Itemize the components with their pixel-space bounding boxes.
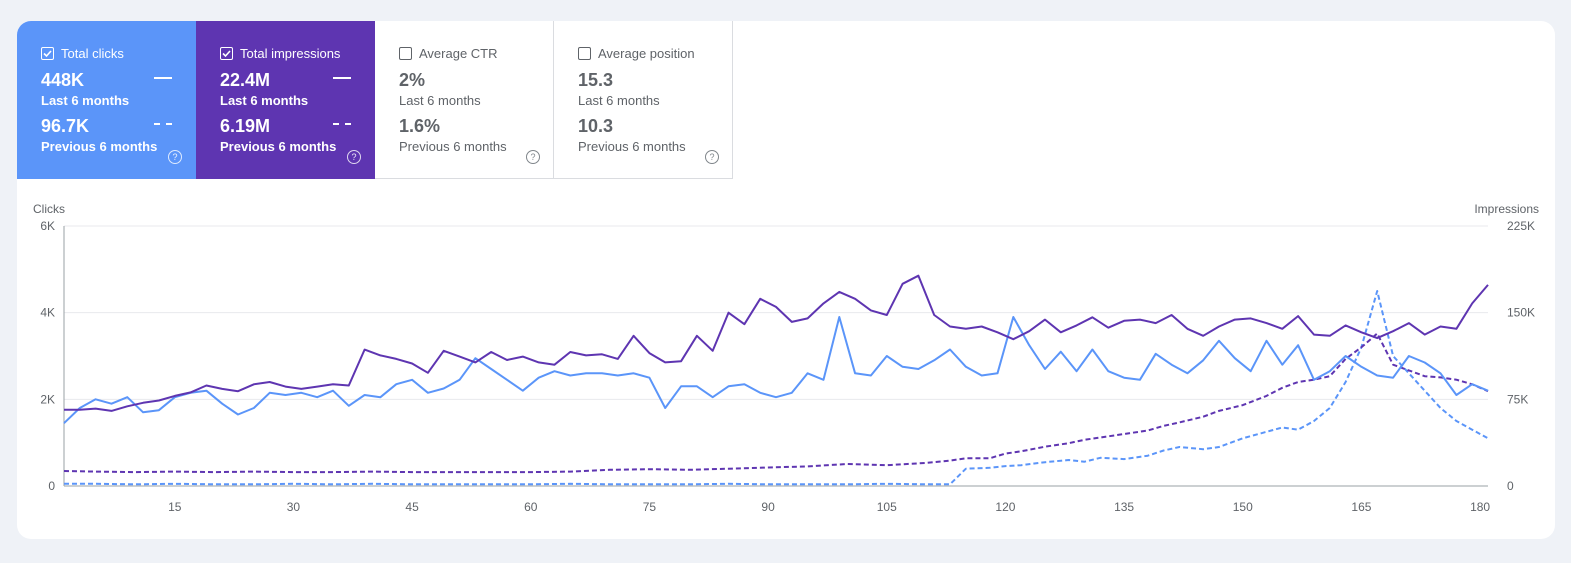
y-left-axis-title: Clicks [33, 202, 65, 216]
checkbox-checked-icon[interactable] [41, 47, 54, 60]
y-right-tick-label: 75K [1507, 392, 1528, 406]
y-left-tick-label: 6K [40, 219, 55, 233]
x-tick-label: 60 [524, 500, 538, 514]
y-right-tick-label: 0 [1507, 479, 1514, 493]
metric-value-previous: 10.3 [578, 116, 614, 136]
checkbox-unchecked-icon[interactable] [399, 47, 412, 60]
performance-card: Total clicks 448K Last 6 months 96.7K Pr… [17, 21, 1555, 539]
tile-average-ctr[interactable]: Average CTR 2% Last 6 months 1.6% Previo… [375, 21, 554, 179]
metric-label: Total impressions [240, 46, 341, 61]
x-tick-label: 180 [1470, 500, 1490, 514]
metric-value-previous: 6.19M [220, 116, 271, 136]
metric-value-current: 2% [399, 70, 426, 90]
tile-header: Total impressions [220, 46, 340, 61]
metric-value-current: 15.3 [578, 70, 614, 90]
help-icon[interactable]: ? [705, 150, 719, 164]
y-left-tick-label: 2K [40, 392, 55, 406]
period-previous-label: Previous 6 months [41, 139, 158, 154]
metric-label: Average position [598, 46, 695, 61]
metric-value-previous: 1.6% [399, 116, 441, 136]
series-line-impressions_current [64, 274, 1489, 412]
y-left-tick-label: 4K [40, 306, 55, 320]
metric-label: Average CTR [419, 46, 498, 61]
y-right-axis-title: Impressions [1474, 202, 1539, 216]
series-line-clicks_current [63, 316, 1489, 424]
performance-line-chart: 0 2K 4K 6K 0 75K 150K 225K Clicks Impressions 15 30… [33, 202, 1539, 514]
tile-header: Average CTR [399, 46, 498, 61]
x-tick-label: 75 [643, 500, 657, 514]
checkbox-checked-icon[interactable] [220, 47, 233, 60]
metric-label: Total clicks [61, 46, 124, 61]
period-current-label: Last 6 months [399, 93, 481, 108]
dashed-line-legend-icon [333, 123, 351, 125]
x-tick-label: 150 [1233, 500, 1253, 514]
y-right-tick-label: 150K [1507, 306, 1535, 320]
tile-average-position[interactable]: Average position 15.3 Last 6 months 10.3… [554, 21, 733, 179]
tile-total-impressions[interactable]: Total impressions 22.4M Last 6 months 6.… [196, 21, 375, 179]
metric-value-current: 448K [41, 70, 85, 90]
y-right-tick-label: 225K [1507, 219, 1535, 233]
period-current-label: Last 6 months [41, 93, 130, 108]
checkbox-unchecked-icon[interactable] [578, 47, 591, 60]
x-tick-label: 165 [1351, 500, 1371, 514]
y-left-tick-label: 0 [48, 479, 55, 493]
dashed-line-legend-icon [154, 123, 172, 125]
x-tick-label: 135 [1114, 500, 1134, 514]
x-tick-label: 15 [168, 500, 182, 514]
x-tick-label: 105 [877, 500, 897, 514]
metric-value-previous: 96.7K [41, 116, 90, 136]
period-previous-label: Previous 6 months [578, 139, 686, 154]
period-previous-label: Previous 6 months [220, 139, 337, 154]
x-tick-label: 120 [995, 500, 1015, 514]
solid-line-legend-icon [154, 77, 172, 79]
metric-value-current: 22.4M [220, 70, 271, 90]
tile-total-clicks[interactable]: Total clicks 448K Last 6 months 96.7K Pr… [17, 21, 196, 179]
period-previous-label: Previous 6 months [399, 139, 507, 154]
help-icon[interactable]: ? [526, 150, 540, 164]
tile-header: Total clicks [41, 46, 124, 61]
period-current-label: Last 6 months [578, 93, 660, 108]
series-line-clicks_previous [64, 290, 1489, 486]
tile-header: Average position [578, 46, 695, 61]
metric-tiles: Total clicks 448K Last 6 months 96.7K Pr… [17, 21, 733, 179]
period-current-label: Last 6 months [220, 93, 309, 108]
solid-line-legend-icon [333, 77, 351, 79]
help-icon[interactable]: ? [168, 150, 182, 164]
x-tick-label: 90 [761, 500, 775, 514]
x-tick-label: 45 [405, 500, 419, 514]
help-icon[interactable]: ? [347, 150, 361, 164]
x-tick-label: 30 [287, 500, 301, 514]
